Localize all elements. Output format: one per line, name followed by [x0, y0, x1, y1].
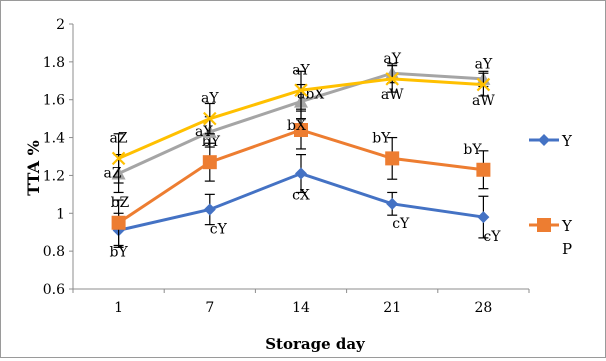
y-tick-label: 1.6: [43, 93, 65, 109]
y-tick-label: 1.4: [43, 131, 65, 147]
legend-entry-1: Y: [529, 132, 573, 150]
data-point: [386, 197, 399, 210]
data-label: aY: [201, 91, 219, 107]
data-point: [477, 211, 490, 224]
data-point: [476, 162, 491, 177]
series-4: aZ aY aY aY aY: [110, 51, 493, 184]
data-point: [294, 83, 308, 98]
data-point: [111, 151, 126, 166]
data-point: [294, 123, 308, 137]
data-label: aY: [195, 124, 213, 140]
data-label: aZ: [110, 130, 128, 146]
y-tick-label: 1: [56, 206, 65, 222]
x-tick-label: 1: [114, 300, 123, 316]
data-point: [295, 167, 307, 180]
data-label: bY: [463, 142, 482, 158]
data-point: [476, 77, 491, 92]
data-label: bY: [372, 130, 391, 146]
data-label: cX: [292, 188, 310, 204]
y-tick-label: 0.8: [43, 244, 65, 260]
x-axis-title: Storage day: [265, 335, 366, 353]
data-label: aY: [292, 62, 310, 78]
y-axis-title: TTA %: [24, 140, 43, 196]
marker-stroke: [294, 83, 308, 98]
data-point: [202, 155, 217, 170]
data-point: [203, 203, 216, 216]
series-1: bY cY cX cY cY: [109, 154, 501, 260]
data-point: [111, 215, 126, 230]
legend-marker: [538, 134, 550, 146]
data-label: aZ: [104, 166, 122, 182]
marker-stroke: [476, 77, 491, 92]
x-tick-label: 28: [474, 300, 492, 316]
legend-label: P: [562, 240, 572, 258]
data-label: aY: [383, 51, 401, 67]
marker-stroke: [203, 111, 217, 126]
legend-label: Y: [561, 132, 573, 150]
data-label: cY: [210, 222, 228, 238]
x-tick-label: 14: [292, 300, 310, 316]
series-2: bZ bY bX bY bY: [111, 110, 491, 247]
data-label: aW: [381, 87, 404, 103]
legend-marker: [537, 218, 551, 232]
data-label: bY: [109, 244, 128, 260]
y-tick-label: 1.8: [43, 55, 65, 71]
legend: YYP: [529, 132, 573, 258]
x-tick-label: 21: [383, 300, 401, 316]
legend-label: Y: [561, 217, 573, 235]
data-label: aY: [475, 57, 493, 73]
data-label: aW: [472, 93, 495, 109]
data-label: cY: [392, 216, 410, 232]
legend-entry-2: YP: [529, 217, 573, 258]
marker-stroke: [385, 72, 399, 86]
data-label: bX: [287, 118, 306, 134]
data-label: bY: [202, 134, 221, 150]
y-tick-label: 2: [56, 17, 65, 33]
y-tick-label: 0.6: [43, 282, 65, 298]
y-tick-label: 1.2: [43, 168, 65, 184]
data-point: [203, 111, 217, 126]
x-tick-label: 7: [205, 300, 214, 316]
data-point: [385, 72, 399, 86]
data-point: [385, 151, 400, 166]
plot-area: 0.60.811.21.41.61.821 7 14 21 28bYcYcXcYcYbZ…: [43, 17, 530, 316]
data-label: cY: [483, 229, 501, 245]
marker-stroke: [111, 151, 126, 166]
data-label: bZ: [111, 195, 130, 211]
